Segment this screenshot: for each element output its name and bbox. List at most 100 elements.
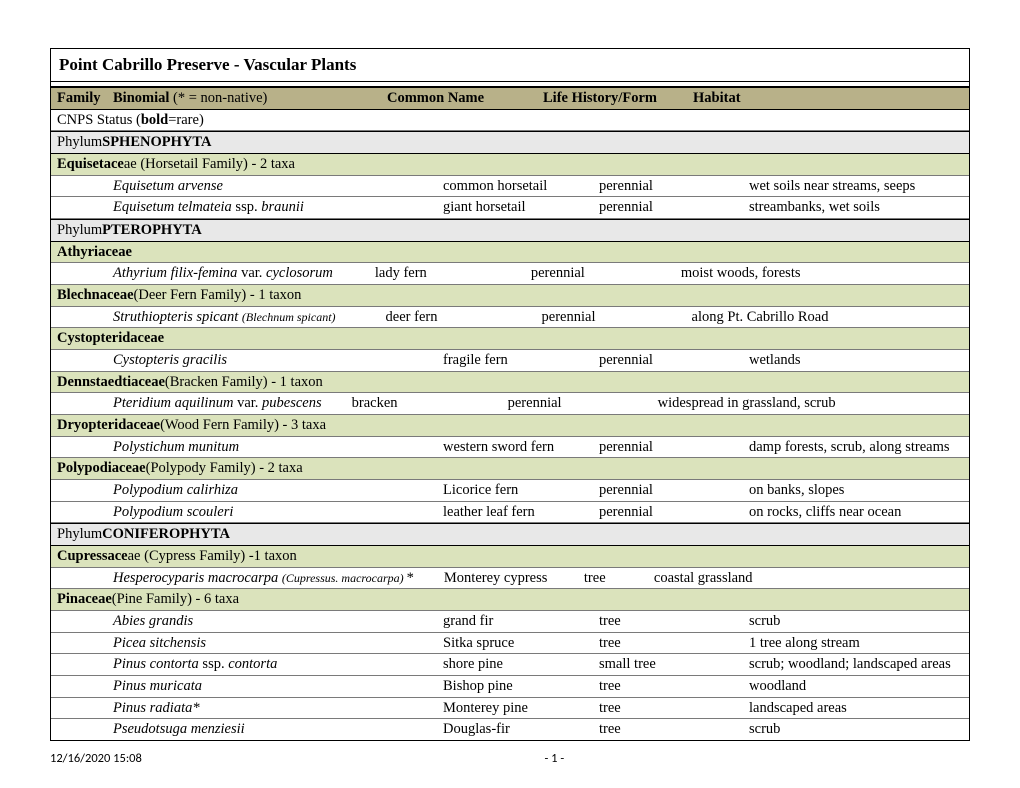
cell-binomial: Pinus muricata <box>57 678 443 695</box>
family-row: Cystopteridaceae <box>51 328 969 350</box>
table-title: Point Cabrillo Preserve - Vascular Plant… <box>51 49 969 82</box>
phylum-row: Phylum PTEROPHYTA <box>51 219 969 242</box>
cell-life: perennial <box>599 482 749 499</box>
cell-common: shore pine <box>443 656 599 673</box>
cell-habitat: moist woods, forests <box>681 265 963 282</box>
species-row: Pinus radiata* Monterey pine tree landsc… <box>51 698 969 720</box>
species-row: Athyrium filix-femina var. cyclosorum la… <box>51 263 969 285</box>
cell-life: perennial <box>599 504 749 521</box>
species-row: Hesperocyparis macrocarpa (Cupressus. ma… <box>51 568 969 590</box>
cell-binomial: Polystichum munitum <box>57 439 443 456</box>
cell-binomial: Pteridium aquilinum var. pubescens <box>57 395 322 412</box>
cell-common: Monterey pine <box>443 700 599 717</box>
cell-habitat: wet soils near streams, seeps <box>749 178 963 195</box>
cell-life: perennial <box>542 309 692 326</box>
cell-habitat: landscaped areas <box>749 700 963 717</box>
cell-habitat: along Pt. Cabrillo Road <box>692 309 963 326</box>
cell-life: tree <box>599 678 749 695</box>
cell-habitat: scrub; woodland; landscaped areas <box>749 656 963 673</box>
cell-habitat: 1 tree along stream <box>749 635 963 652</box>
cell-common: Douglas-fir <box>443 721 599 738</box>
cell-life: tree <box>599 700 749 717</box>
cell-habitat: scrub <box>749 721 963 738</box>
cell-habitat: damp forests, scrub, along streams <box>749 439 963 456</box>
col-common: Common Name <box>387 90 543 107</box>
cell-common: Monterey cypress <box>414 570 584 587</box>
cell-common: western sword fern <box>443 439 599 456</box>
species-row: Equisetum arvense common horsetail peren… <box>51 176 969 198</box>
species-row: Pinus muricata Bishop pine tree woodland <box>51 676 969 698</box>
species-row: Struthiopteris spicant (Blechnum spicant… <box>51 307 969 329</box>
col-family: Family <box>57 90 113 107</box>
cell-common: deer fern <box>336 309 542 326</box>
cell-life: tree <box>599 635 749 652</box>
cell-life: perennial <box>599 199 749 216</box>
column-header-row: Family Binomial (* = non-native) Common … <box>51 87 969 110</box>
cell-binomial: Picea sitchensis <box>57 635 443 652</box>
family-row: Pinaceae (Pine Family) - 6 taxa <box>51 589 969 611</box>
family-row: Dryopteridaceae (Wood Fern Family) - 3 t… <box>51 415 969 437</box>
cell-life: perennial <box>599 178 749 195</box>
cell-binomial: Polypodium calirhiza <box>57 482 443 499</box>
phylum-row: Phylum SPHENOPHYTA <box>51 131 969 154</box>
cell-life: perennial <box>599 439 749 456</box>
cell-binomial: Equisetum telmateia ssp. braunii <box>57 199 443 216</box>
footer-page: - 1 - <box>545 751 565 766</box>
cell-habitat: wetlands <box>749 352 963 369</box>
species-row: Pseudotsuga menziesii Douglas-fir tree s… <box>51 719 969 740</box>
document-page: Point Cabrillo Preserve - Vascular Plant… <box>0 0 1020 788</box>
footer-date: 12/16/2020 15:08 <box>50 751 142 766</box>
cell-common: Sitka spruce <box>443 635 599 652</box>
cell-binomial: Cystopteris gracilis <box>57 352 443 369</box>
phylum-row: Phylum CONIFEROPHYTA <box>51 523 969 546</box>
cell-common: lady fern <box>333 265 531 282</box>
cell-binomial: Pinus radiata* <box>57 700 443 717</box>
col-life: Life History/Form <box>543 90 693 107</box>
cnps-status-row: CNPS Status (bold=rare) <box>51 110 969 132</box>
family-row: Polypodiaceae (Polypody Family) - 2 taxa <box>51 458 969 480</box>
cell-common: Bishop pine <box>443 678 599 695</box>
cell-life: perennial <box>508 395 658 412</box>
col-habitat: Habitat <box>693 90 963 107</box>
cell-common: grand fir <box>443 613 599 630</box>
species-row: Equisetum telmateia ssp. braunii giant h… <box>51 197 969 219</box>
cell-habitat: streambanks, wet soils <box>749 199 963 216</box>
cell-habitat: widespread in grassland, scrub <box>658 395 963 412</box>
cell-habitat: coastal grassland <box>654 570 963 587</box>
cell-life: tree <box>584 570 654 587</box>
family-row: Cupressaceae (Cypress Family) -1 taxon <box>51 546 969 568</box>
cell-common: Licorice fern <box>443 482 599 499</box>
cell-binomial: Pseudotsuga menziesii <box>57 721 443 738</box>
species-row: Polypodium scouleri leather leaf fern pe… <box>51 502 969 524</box>
family-row: Blechnaceae (Deer Fern Family) - 1 taxon <box>51 285 969 307</box>
cell-common: common horsetail <box>443 178 599 195</box>
cell-binomial: Polypodium scouleri <box>57 504 443 521</box>
page-footer: 12/16/2020 15:08 - 1 - . <box>50 751 970 766</box>
cell-common: leather leaf fern <box>443 504 599 521</box>
cell-life: tree <box>599 613 749 630</box>
species-row: Polystichum munitum western sword fern p… <box>51 437 969 459</box>
cell-habitat: on banks, slopes <box>749 482 963 499</box>
family-row: Equisetaceae (Horsetail Family) - 2 taxa <box>51 154 969 176</box>
species-row: Polypodium calirhiza Licorice fern peren… <box>51 480 969 502</box>
cell-common: bracken <box>322 395 508 412</box>
species-row: Pteridium aquilinum var. pubescens brack… <box>51 393 969 415</box>
cell-life: tree <box>599 721 749 738</box>
cell-binomial: Athyrium filix-femina var. cyclosorum <box>57 265 333 282</box>
cell-common: giant horsetail <box>443 199 599 216</box>
col-binomial: Binomial (* = non-native) <box>113 90 387 107</box>
cell-habitat: woodland <box>749 678 963 695</box>
cell-common: fragile fern <box>443 352 599 369</box>
species-row: Picea sitchensis Sitka spruce tree 1 tre… <box>51 633 969 655</box>
family-row: Dennstaedtiaceae (Bracken Family) - 1 ta… <box>51 372 969 394</box>
cell-life: perennial <box>599 352 749 369</box>
cell-binomial: Struthiopteris spicant (Blechnum spicant… <box>57 309 336 326</box>
species-row: Cystopteris gracilis fragile fern perenn… <box>51 350 969 372</box>
cell-binomial: Abies grandis <box>57 613 443 630</box>
cell-binomial: Equisetum arvense <box>57 178 443 195</box>
family-row: Athyriaceae <box>51 242 969 264</box>
species-row: Pinus contorta ssp. contorta shore pine … <box>51 654 969 676</box>
cell-binomial: Pinus contorta ssp. contorta <box>57 656 443 673</box>
cell-habitat: scrub <box>749 613 963 630</box>
cell-binomial: Hesperocyparis macrocarpa (Cupressus. ma… <box>57 570 414 587</box>
